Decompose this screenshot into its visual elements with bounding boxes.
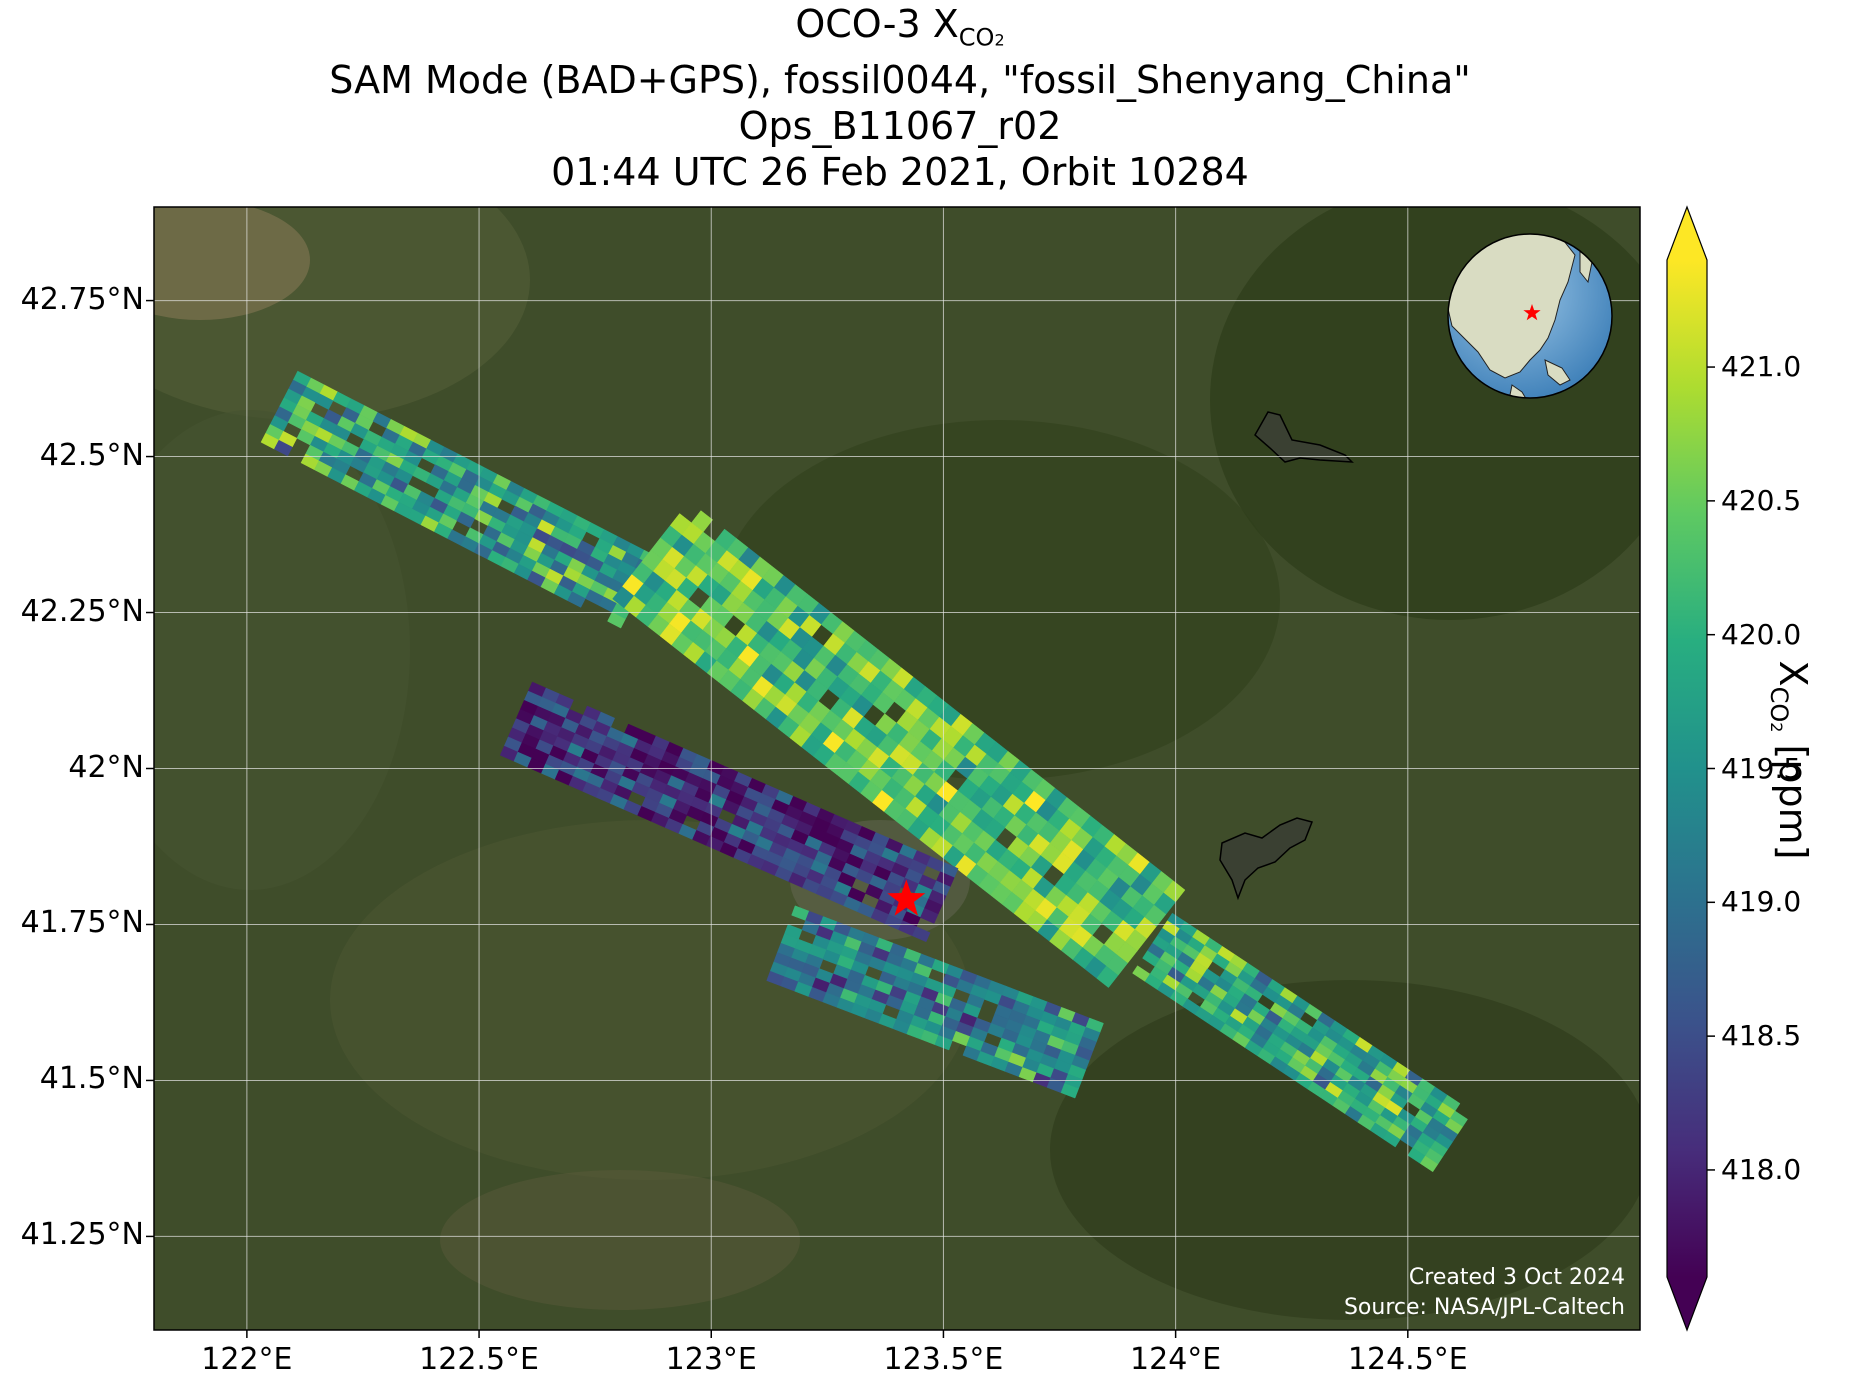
sounding-cell (273, 439, 293, 457)
sounding-cell (1060, 1083, 1079, 1099)
xco2-soundings (260, 370, 1468, 1173)
lat-tick-label: 42.5°N (39, 437, 144, 473)
swath (612, 510, 1186, 988)
credit-source: Source: NASA/JPL-Caltech (1343, 1295, 1625, 1320)
swath (766, 905, 1104, 1099)
lon-tick-marks (246, 1330, 1409, 1338)
lon-tick-label: 123.5°E (883, 1342, 1004, 1377)
map-gridlines (154, 207, 1640, 1330)
colorbar-extend-max (1667, 207, 1707, 260)
colorbar-title-unit: [ppm] (1770, 732, 1815, 860)
colorbar-tick-label: 418.5 (1721, 1019, 1802, 1053)
swath (260, 370, 658, 629)
colorbar-tick-marks (1707, 366, 1715, 1171)
reservoir-east (1219, 817, 1314, 901)
title-text: OCO-3 X (795, 2, 959, 46)
title-subscript: CO (958, 23, 995, 52)
swath (499, 681, 959, 943)
sounding-cell (1382, 1130, 1401, 1148)
colorbar (1666, 205, 1715, 1332)
lat-tick-marks (146, 299, 154, 1238)
lat-tick-label: 41.25°N (20, 1217, 144, 1253)
lon-tick-label: 123°E (665, 1342, 757, 1377)
red-star-icon (1523, 304, 1541, 321)
title-line-2: SAM Mode (BAD+GPS), fossil0044, "fossil_… (329, 58, 1471, 102)
sounding-cell (1419, 1155, 1439, 1173)
credit-created: Created 3 Oct 2024 (1408, 1265, 1625, 1290)
red-star-icon (887, 879, 926, 916)
colorbar-tick-label: 419.5 (1721, 751, 1802, 785)
lon-tick-label: 122°E (201, 1342, 293, 1377)
colorbar-tick-label: 421.0 (1721, 350, 1802, 384)
title-subscript-2: 2 (994, 30, 1005, 50)
colorbar-tick-label: 420.5 (1721, 483, 1802, 517)
lat-tick-label: 41.75°N (20, 905, 144, 941)
sounding-cell (920, 907, 939, 924)
colorbar-title-subscript: CO (1765, 686, 1794, 723)
inset-globe (1447, 233, 1613, 399)
colorbar-gradient (1667, 260, 1707, 1277)
colorbar-tick-label: 419.0 (1721, 885, 1802, 919)
lat-tick-label: 42°N (68, 749, 144, 785)
colorbar-title: XCO2 [ppm] (1765, 661, 1815, 860)
reservoir-north (1254, 411, 1354, 463)
title-line-3: Ops_B11067_r02 (738, 104, 1062, 148)
lon-tick-label: 124.5°E (1347, 1342, 1468, 1377)
lon-tick-label: 124°E (1130, 1342, 1222, 1377)
colorbar-extend-min (1667, 1277, 1707, 1330)
colorbar-tick-label: 418.0 (1721, 1152, 1802, 1186)
colorbar-title-subscript-2: 2 (1767, 722, 1787, 733)
lat-tick-label: 41.5°N (39, 1061, 144, 1097)
sounding-cell (911, 926, 931, 943)
sounding-cell (607, 611, 626, 629)
colorbar-tick-label: 420.0 (1721, 617, 1802, 651)
lon-tick-label: 122.5°E (419, 1342, 539, 1377)
lat-tick-label: 42.25°N (20, 593, 144, 629)
title-line-1: OCO-3 XCO2 (150, 2, 1650, 63)
title-line-4: 01:44 UTC 26 Feb 2021, Orbit 10284 (551, 150, 1249, 194)
sounding-cell (567, 591, 586, 608)
colorbar-title-text: X (1770, 660, 1815, 687)
sounding-cell (1096, 965, 1119, 988)
lat-tick-label: 42.75°N (20, 281, 144, 317)
